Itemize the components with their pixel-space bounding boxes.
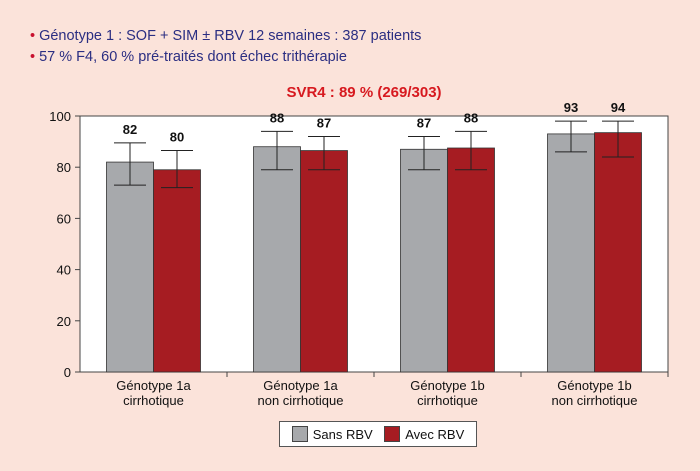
x-tick-label: non cirrhotique	[552, 393, 638, 408]
x-tick-label: cirrhotique	[417, 393, 478, 408]
x-tick-label: Génotype 1a	[116, 378, 191, 393]
legend-label-sans-rbv: Sans RBV	[312, 426, 373, 442]
legend-item-sans-rbv: Sans RBV	[291, 426, 373, 442]
x-tick-label: non cirrhotique	[258, 393, 344, 408]
data-label: 80	[170, 130, 184, 145]
x-tick-label: Génotype 1b	[410, 378, 484, 393]
legend-swatch-avec-rbv	[384, 426, 401, 442]
bullet-list: • Génotype 1 : SOF + SIM ± RBV 12 semaine…	[30, 26, 421, 68]
bullet-1-text: Génotype 1 : SOF + SIM ± RBV 12 semaines…	[39, 28, 422, 44]
legend-label-avec-rbv: Avec RBV	[405, 426, 465, 442]
data-label: 82	[123, 122, 137, 137]
chart-title: SVR4 : 89 % (269/303)	[286, 84, 441, 101]
bullet-dot: •	[30, 49, 36, 65]
bar	[153, 169, 201, 373]
x-tick-label: cirrhotique	[123, 393, 184, 408]
bullet-1: • Génotype 1 : SOF + SIM ± RBV 12 semaine…	[30, 26, 421, 47]
legend-item-avec-rbv: Avec RBV	[384, 426, 464, 442]
bar	[547, 133, 595, 373]
bullet-2-text: 57 % F4, 60 % pré-traités dont échec tri…	[39, 49, 347, 65]
x-tick-label: Génotype 1a	[263, 378, 338, 393]
bar	[106, 161, 154, 373]
data-label: 94	[611, 100, 626, 115]
y-tick-label: 40	[57, 263, 71, 278]
data-label: 88	[464, 110, 478, 125]
y-tick-label: 20	[57, 314, 71, 329]
y-tick-label: 0	[64, 365, 71, 380]
bar	[300, 150, 348, 373]
data-label: 87	[417, 115, 431, 130]
bar	[253, 146, 301, 373]
legend-swatch-sans-rbv	[291, 426, 308, 442]
y-tick-label: 60	[57, 211, 71, 226]
data-label: 87	[317, 115, 331, 130]
data-label: 93	[564, 100, 578, 115]
bar	[400, 148, 448, 373]
data-label: 88	[270, 110, 284, 125]
y-tick-label: 100	[49, 109, 71, 124]
bullet-dot: •	[30, 28, 36, 44]
bullet-2: • 57 % F4, 60 % pré-traités dont échec tr…	[30, 47, 421, 68]
bar	[447, 147, 495, 373]
y-tick-label: 80	[57, 160, 71, 175]
bar	[594, 132, 642, 373]
chart-legend: Sans RBV Avec RBV	[279, 421, 477, 447]
x-tick-label: Génotype 1b	[557, 378, 631, 393]
